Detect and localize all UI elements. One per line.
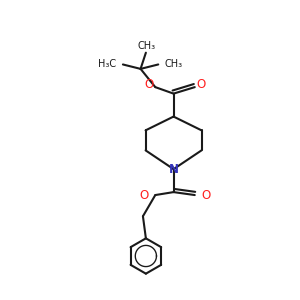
Text: N: N	[169, 163, 179, 176]
Text: CH₃: CH₃	[138, 40, 156, 51]
Text: H₃C: H₃C	[98, 58, 116, 69]
Text: O: O	[196, 78, 206, 91]
Text: O: O	[201, 188, 211, 202]
Text: CH₃: CH₃	[165, 58, 183, 69]
Text: O: O	[140, 188, 149, 202]
Text: O: O	[144, 78, 153, 91]
